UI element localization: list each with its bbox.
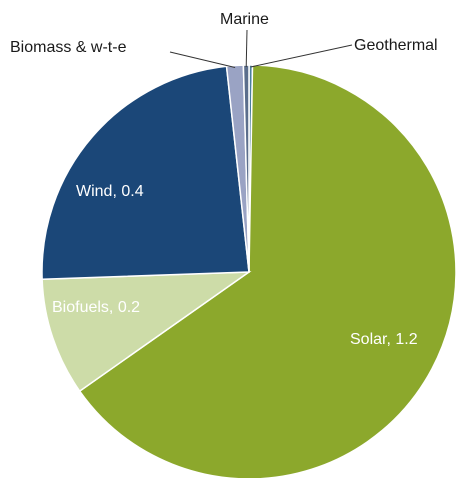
leader-line-4 xyxy=(169,51,236,68)
pie-slice-biofuels xyxy=(41,271,252,393)
slice-label-geothermal: Geothermal xyxy=(354,37,438,54)
leader-lines xyxy=(169,29,353,68)
slice-label-marine: Marine xyxy=(220,11,269,28)
leader-line-5 xyxy=(245,29,248,68)
slice-label-solar: Solar, 1.2 xyxy=(350,331,418,348)
pie-slice-solar xyxy=(78,64,457,478)
slice-label-wind: Wind, 0.4 xyxy=(76,183,144,200)
pie-slices xyxy=(41,64,457,478)
slice-label-biomass: Biomass & w-t-e xyxy=(10,39,127,56)
slice-labels: Geothermal Solar, 1.2 Biofuels, 0.2 Wind… xyxy=(10,11,438,348)
slice-label-biofuels: Biofuels, 0.2 xyxy=(52,299,140,316)
leader-line-0 xyxy=(250,44,353,68)
pie-slice-wind xyxy=(41,65,250,280)
